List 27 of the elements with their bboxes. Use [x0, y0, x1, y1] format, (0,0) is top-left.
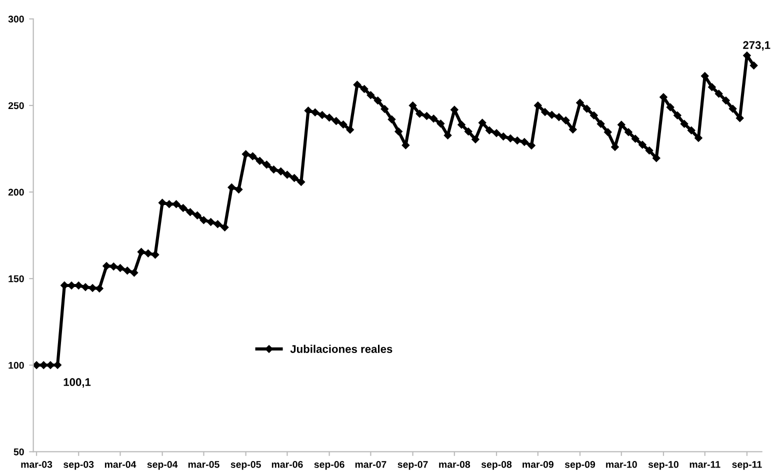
x-tick-label: mar-05: [188, 461, 220, 468]
x-tick-label: sep-05: [230, 461, 261, 470]
x-tick-label: mar-07: [355, 461, 386, 468]
x-tick-label: sep-03: [64, 461, 94, 470]
x-tick-label: sep-08: [481, 461, 512, 470]
x-tick-label: sep-09: [564, 461, 596, 470]
x-tick-label: mar-09: [522, 461, 554, 468]
x-tick-label: mar-10: [606, 461, 637, 468]
y-tick-label: 100: [8, 362, 24, 369]
legend-label: Jubilaciones reales: [290, 344, 392, 353]
x-tick-label: sep-11: [732, 461, 762, 470]
x-tick-label: sep-04: [147, 461, 178, 470]
y-tick-label: 150: [8, 275, 24, 282]
y-tick-label: 250: [8, 102, 24, 110]
x-tick-label: sep-06: [314, 461, 344, 470]
y-tick-label: 50: [14, 448, 24, 456]
x-tick-label: mar-08: [439, 461, 470, 468]
y-tick-label: 300: [8, 16, 24, 23]
x-tick-label: mar-03: [21, 461, 52, 468]
x-tick-label: sep-07: [398, 461, 428, 470]
data-label: 100,1: [64, 378, 91, 388]
x-tick-label: mar-06: [272, 461, 303, 468]
x-tick-label: sep-10: [648, 461, 678, 470]
x-tick-label: mar-04: [104, 461, 136, 468]
y-tick-label: 200: [8, 188, 24, 196]
x-tick-label: mar-11: [690, 461, 720, 468]
data-label: 273,1: [743, 41, 770, 51]
